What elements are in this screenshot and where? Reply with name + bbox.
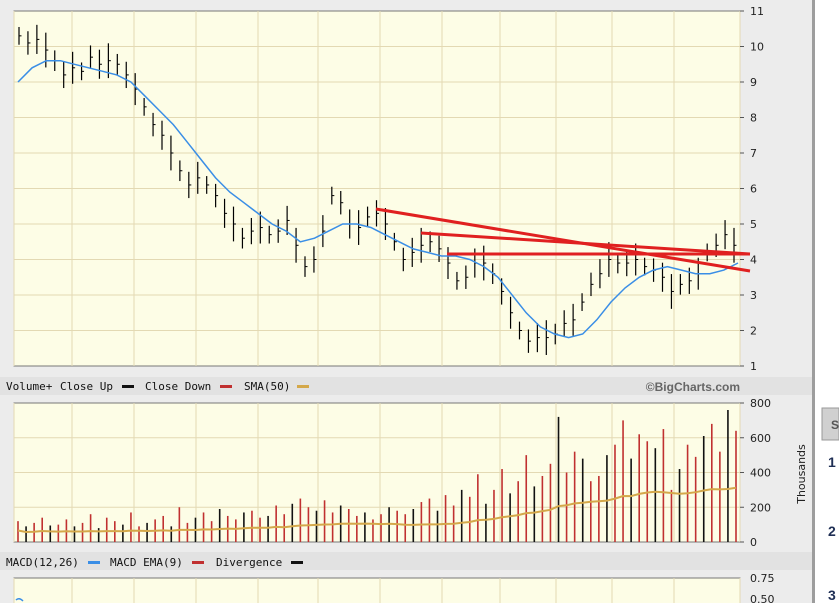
macd-ema-legend-swatch xyxy=(192,561,204,564)
macd-panel: 0.75 0.50 xyxy=(13,572,775,603)
side-number-2: 2 xyxy=(828,523,836,539)
price-panel: 11 10 9 8 7 6 5 4 3 2 1 xyxy=(13,5,764,373)
volume-tick-label: 400 xyxy=(750,467,771,480)
legend-sma-swatch xyxy=(297,385,309,388)
legend-bar xyxy=(0,377,812,395)
legend-volume-label: Volume+ xyxy=(6,380,53,393)
macd-ema-legend-label: MACD EMA(9) xyxy=(110,556,183,569)
volume-tick-label: 200 xyxy=(750,501,771,514)
volume-bars xyxy=(17,409,737,542)
price-tick-label: 9 xyxy=(750,76,757,89)
price-legend: Volume+ Close Up Close Down SMA(50) ©Big… xyxy=(0,377,812,395)
price-grid xyxy=(13,11,741,366)
legend-close-up-label: Close Up xyxy=(60,380,113,393)
macd-legend-label: MACD(12,26) xyxy=(6,556,79,569)
side-number-1: 1 xyxy=(828,454,836,470)
volume-axis-label: Thousands xyxy=(795,444,808,505)
legend-close-down-swatch xyxy=(220,385,232,388)
volume-grid xyxy=(13,403,741,542)
price-tick-label: 8 xyxy=(750,112,757,125)
price-tick-label: 6 xyxy=(750,183,757,196)
volume-tick-label: 600 xyxy=(750,432,771,445)
legend-sma-label: SMA(50) xyxy=(244,380,290,393)
price-tick-label: 2 xyxy=(750,325,757,338)
price-y-axis: 11 10 9 8 7 6 5 4 3 2 1 xyxy=(740,5,764,373)
macd-tick-bottom: 0.50 xyxy=(750,593,775,603)
side-tab[interactable] xyxy=(821,407,839,441)
price-tick-label: 1 xyxy=(750,360,757,373)
macd-legend-bar xyxy=(0,552,812,570)
price-tick-label: 4 xyxy=(750,254,757,267)
legend-close-down-label: Close Down xyxy=(145,380,211,393)
price-tick-label: 5 xyxy=(750,218,757,231)
price-tick-label: 10 xyxy=(750,41,764,54)
trendline-descending xyxy=(375,207,751,273)
price-tick-label: 7 xyxy=(750,147,757,160)
volume-sma-line xyxy=(17,486,737,534)
divergence-legend-label: Divergence xyxy=(216,556,282,569)
macd-plot-area xyxy=(13,577,741,603)
trendline-upper xyxy=(420,231,751,256)
divergence-legend-swatch xyxy=(291,561,303,564)
macd-tick-top: 0.75 xyxy=(750,572,775,585)
volume-y-axis: 800 600 400 200 0 xyxy=(740,397,771,549)
side-tab-letter: S xyxy=(831,418,839,432)
side-panel-border xyxy=(812,0,815,603)
legend-close-up-swatch xyxy=(122,385,134,388)
bigcharts-credit: ©BigCharts.com xyxy=(646,380,740,394)
volume-panel: 800 600 400 200 0 Thousands xyxy=(13,397,808,549)
volume-tick-label: 800 xyxy=(750,397,771,410)
trendlines xyxy=(375,207,751,273)
volume-tick-label: 0 xyxy=(750,536,757,549)
price-tick-label: 11 xyxy=(750,5,764,18)
sma-line xyxy=(17,59,739,339)
macd-legend: MACD(12,26) MACD EMA(9) Divergence xyxy=(0,552,812,570)
price-tick-label: 3 xyxy=(750,289,757,302)
macd-grid xyxy=(13,578,741,603)
side-panel xyxy=(812,0,839,603)
macd-line-fragment xyxy=(15,597,24,602)
macd-legend-swatch xyxy=(88,561,100,564)
side-number-3: 3 xyxy=(828,587,836,603)
